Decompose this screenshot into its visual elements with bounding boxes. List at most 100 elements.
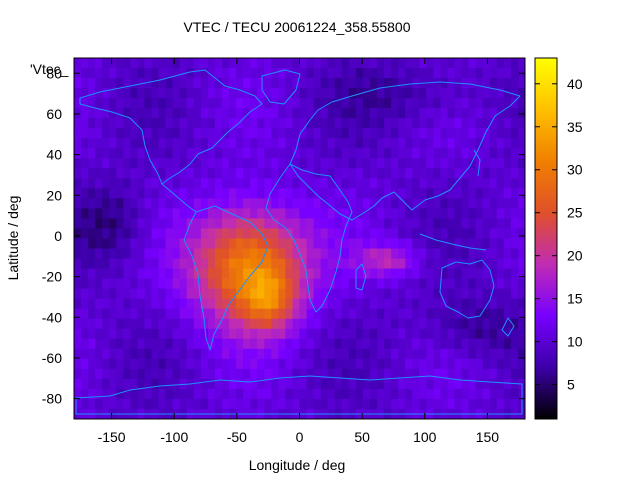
heatmap-cell	[271, 288, 279, 300]
heatmap-cell	[236, 248, 244, 260]
heatmap-cell	[221, 378, 230, 390]
heatmap-cell	[362, 348, 371, 360]
heatmap-cell	[144, 58, 153, 69]
heatmap-cell	[264, 308, 272, 320]
heatmap-cell	[236, 348, 244, 360]
heatmap-cell	[384, 58, 392, 69]
heatmap-cell	[468, 138, 477, 149]
heatmap-cell	[271, 198, 279, 210]
heatmap-cell	[503, 158, 512, 169]
heatmap-cell	[186, 88, 195, 99]
heatmap-cell	[348, 208, 357, 220]
heatmap-cell	[405, 78, 413, 89]
heatmap-cell	[102, 178, 110, 189]
heatmap-cell	[165, 288, 174, 300]
heatmap-cell	[151, 398, 160, 410]
heatmap-cell	[285, 338, 294, 350]
heatmap-cell	[257, 348, 265, 360]
heatmap-cell	[369, 248, 378, 260]
heatmap-cell	[405, 388, 413, 400]
heatmap-cell	[461, 128, 470, 139]
heatmap-cell	[362, 78, 371, 89]
heatmap-cell	[74, 398, 82, 410]
heatmap-cell	[369, 168, 378, 179]
heatmap-cell	[461, 188, 470, 199]
heatmap-cell	[447, 358, 456, 370]
heatmap-cell	[299, 388, 308, 400]
heatmap-cell	[482, 288, 491, 300]
heatmap-cell	[257, 198, 265, 210]
heatmap-cell	[369, 228, 378, 240]
heatmap-cell	[207, 218, 216, 230]
heatmap-cell	[482, 268, 491, 280]
heatmap-cell	[482, 178, 491, 189]
heatmap-cell	[102, 338, 110, 350]
heatmap-cell	[461, 178, 470, 189]
heatmap-cell	[137, 378, 146, 390]
heatmap-cell	[348, 328, 357, 340]
heatmap-cell	[355, 168, 364, 179]
heatmap-cell	[123, 208, 131, 220]
heatmap-cell	[341, 388, 350, 400]
heatmap-cell	[362, 88, 371, 99]
heatmap-cell	[214, 318, 223, 330]
heatmap-cell	[285, 228, 294, 240]
heatmap-cell	[186, 138, 195, 149]
heatmap-cell	[158, 298, 167, 310]
heatmap-cell	[482, 368, 491, 380]
heatmap-cell	[165, 258, 174, 270]
heatmap-cell	[243, 128, 251, 139]
heatmap-cell	[510, 318, 519, 330]
heatmap-cell	[377, 358, 385, 370]
heatmap-cell	[257, 128, 265, 139]
heatmap-cell	[405, 398, 413, 410]
heatmap-cell	[454, 348, 463, 360]
heatmap-cell	[433, 318, 442, 330]
heatmap-cell	[468, 178, 477, 189]
heatmap-cell	[236, 218, 244, 230]
heatmap-cell	[186, 298, 195, 310]
heatmap-cell	[341, 328, 350, 340]
heatmap-cell	[369, 188, 378, 199]
heatmap-cell	[207, 148, 216, 159]
heatmap-cell	[334, 58, 343, 69]
heatmap-cell	[468, 298, 477, 310]
heatmap-cell	[384, 378, 392, 390]
heatmap-cell	[95, 68, 103, 79]
heatmap-cell	[158, 118, 167, 129]
heatmap-cell	[327, 168, 336, 179]
heatmap-cell	[172, 148, 181, 159]
coastline-greenland	[261, 69, 301, 105]
heatmap-cell	[200, 158, 209, 169]
heatmap-cell	[510, 128, 519, 139]
heatmap-cell	[348, 98, 357, 109]
heatmap-cell	[503, 78, 512, 89]
heatmap-cell	[207, 188, 216, 199]
heatmap-cell	[123, 88, 131, 99]
heatmap-cell	[158, 78, 167, 89]
heatmap-cell	[384, 368, 392, 380]
heatmap-cell	[405, 268, 413, 280]
heatmap-cell	[257, 148, 265, 159]
heatmap-cell	[496, 338, 505, 350]
heatmap-cell	[468, 368, 477, 380]
heatmap-cell	[489, 148, 498, 159]
heatmap-cell	[461, 198, 470, 210]
heatmap-cell	[172, 158, 181, 169]
heatmap-cell	[377, 198, 385, 210]
y-tick-label: 80	[46, 65, 62, 81]
heatmap-cell	[475, 178, 484, 189]
heatmap-cell	[320, 78, 329, 89]
heatmap-cell	[109, 338, 117, 350]
heatmap-cell	[426, 308, 434, 320]
heatmap-cell	[81, 148, 89, 159]
y-tick-label: 60	[46, 106, 62, 122]
heatmap-cell	[158, 208, 167, 220]
heatmap-cell	[144, 348, 153, 360]
heatmap-cell	[130, 328, 139, 340]
heatmap-cell	[482, 208, 491, 220]
heatmap-cell	[214, 238, 223, 250]
heatmap-cell	[475, 328, 484, 340]
heatmap-cell	[369, 298, 378, 310]
heatmap-cell	[320, 328, 329, 340]
